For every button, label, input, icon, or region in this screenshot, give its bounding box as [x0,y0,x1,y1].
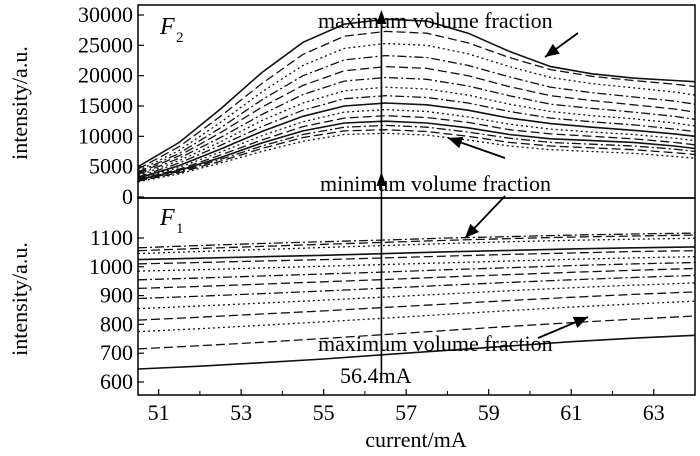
x-tick-label: 59 [478,400,500,425]
y-tick-label-f1: 900 [100,283,133,308]
y-tick-label-f2: 10000 [78,123,133,148]
series-line-f1-5 [137,250,696,265]
y-tick-label-f1: 800 [100,311,133,336]
series-line-f2-14 [137,129,696,182]
x-tick-label: 57 [395,400,417,425]
annotation-arrows [447,32,589,339]
series-line-f1-6 [137,256,696,272]
plot-frame-f2 [137,4,696,199]
y-tick-label-f2: 30000 [78,2,133,27]
series-group-f2 [137,18,696,183]
marker-arrowhead-mid [376,172,387,186]
series-line-f1-2 [137,234,696,252]
series-line-f2-11 [137,115,696,181]
x-tick-label: 55 [313,400,335,425]
y-tick-label-f2: 20000 [78,63,133,88]
y-tick-label-f1: 1000 [89,254,133,279]
series-line-f1-11 [137,291,696,321]
series-line-f1-4 [137,246,696,261]
panel-label-f2: F [159,14,175,40]
y-tick-label-f1: 600 [100,369,133,394]
arrow-max-f2-head [545,43,560,57]
series-line-f2-12 [137,120,696,181]
panel-label-f1: F [159,205,175,231]
series-line-f2-10 [137,108,696,180]
series-line-f2-1 [137,18,696,168]
arrow-min-f1-head [465,223,479,238]
series-line-f2-4 [137,54,696,173]
annotation-min-f2: minimum volume fraction [320,171,551,196]
series-line-f2-3 [137,42,696,172]
marker-arrowhead-top [376,10,387,24]
panel-f2: 0 5000 10000 15000 20000 25000 30000 F 2 maxim… [7,2,696,209]
x-tick-label: 53 [230,400,252,425]
panel-label-sub-f2: 2 [176,30,184,46]
current-marker-line [376,10,387,380]
x-tick-label: 61 [560,400,582,425]
series-line-f1-14 [137,334,696,370]
series-line-f2-7 [137,86,696,177]
series-line-f2-5 [137,65,696,174]
series-line-f2-6 [137,76,696,176]
annotation-current-marker: 56.4mA [340,363,412,388]
series-line-f2-9 [137,102,696,179]
series-line-f1-1 [137,232,696,249]
series-line-f2-13 [137,124,696,182]
x-axis-f1: 51 53 55 57 59 61 63 [148,389,696,425]
y-tick-label-f1: 1100 [90,225,133,250]
series-group-f1 [137,232,696,370]
panel-label-sub-f1: 1 [176,221,184,237]
series-line-f1-9 [137,274,696,300]
x-tick-label: 51 [148,400,170,425]
y-axis-title-f2: intensity/a.u. [7,46,32,160]
x-tick-label: 63 [643,400,665,425]
y-tick-label-f2: 15000 [78,93,133,118]
y-axis-title-f1: intensity/a.u. [7,242,32,356]
x-axis-title: current/mA [365,427,467,452]
y-tick-label-f1: 700 [100,340,133,365]
y-tick-label-f2: 25000 [78,32,133,57]
series-line-f1-7 [137,261,696,281]
series-line-f1-3 [137,237,696,255]
series-line-f2-2 [137,30,696,170]
y-axis-f2: 0 5000 10000 15000 20000 25000 30000 [78,2,144,209]
annotation-max-f2: maximum volume fraction [318,8,553,33]
arrow-min-f2-head [448,136,464,149]
arrow-max-f1-head [572,316,588,328]
y-axis-f1: 600 700 800 900 1000 1100 [89,225,144,394]
plot-frame-f1 [137,197,696,396]
series-line-f1-13 [137,315,696,350]
annotation-max-f1: maximum volume fraction [318,331,553,356]
y-tick-label-f2: 0 [122,184,133,209]
series-line-f1-8 [137,267,696,290]
series-line-f2-8 [137,95,696,178]
y-tick-label-f2: 5000 [89,154,133,179]
